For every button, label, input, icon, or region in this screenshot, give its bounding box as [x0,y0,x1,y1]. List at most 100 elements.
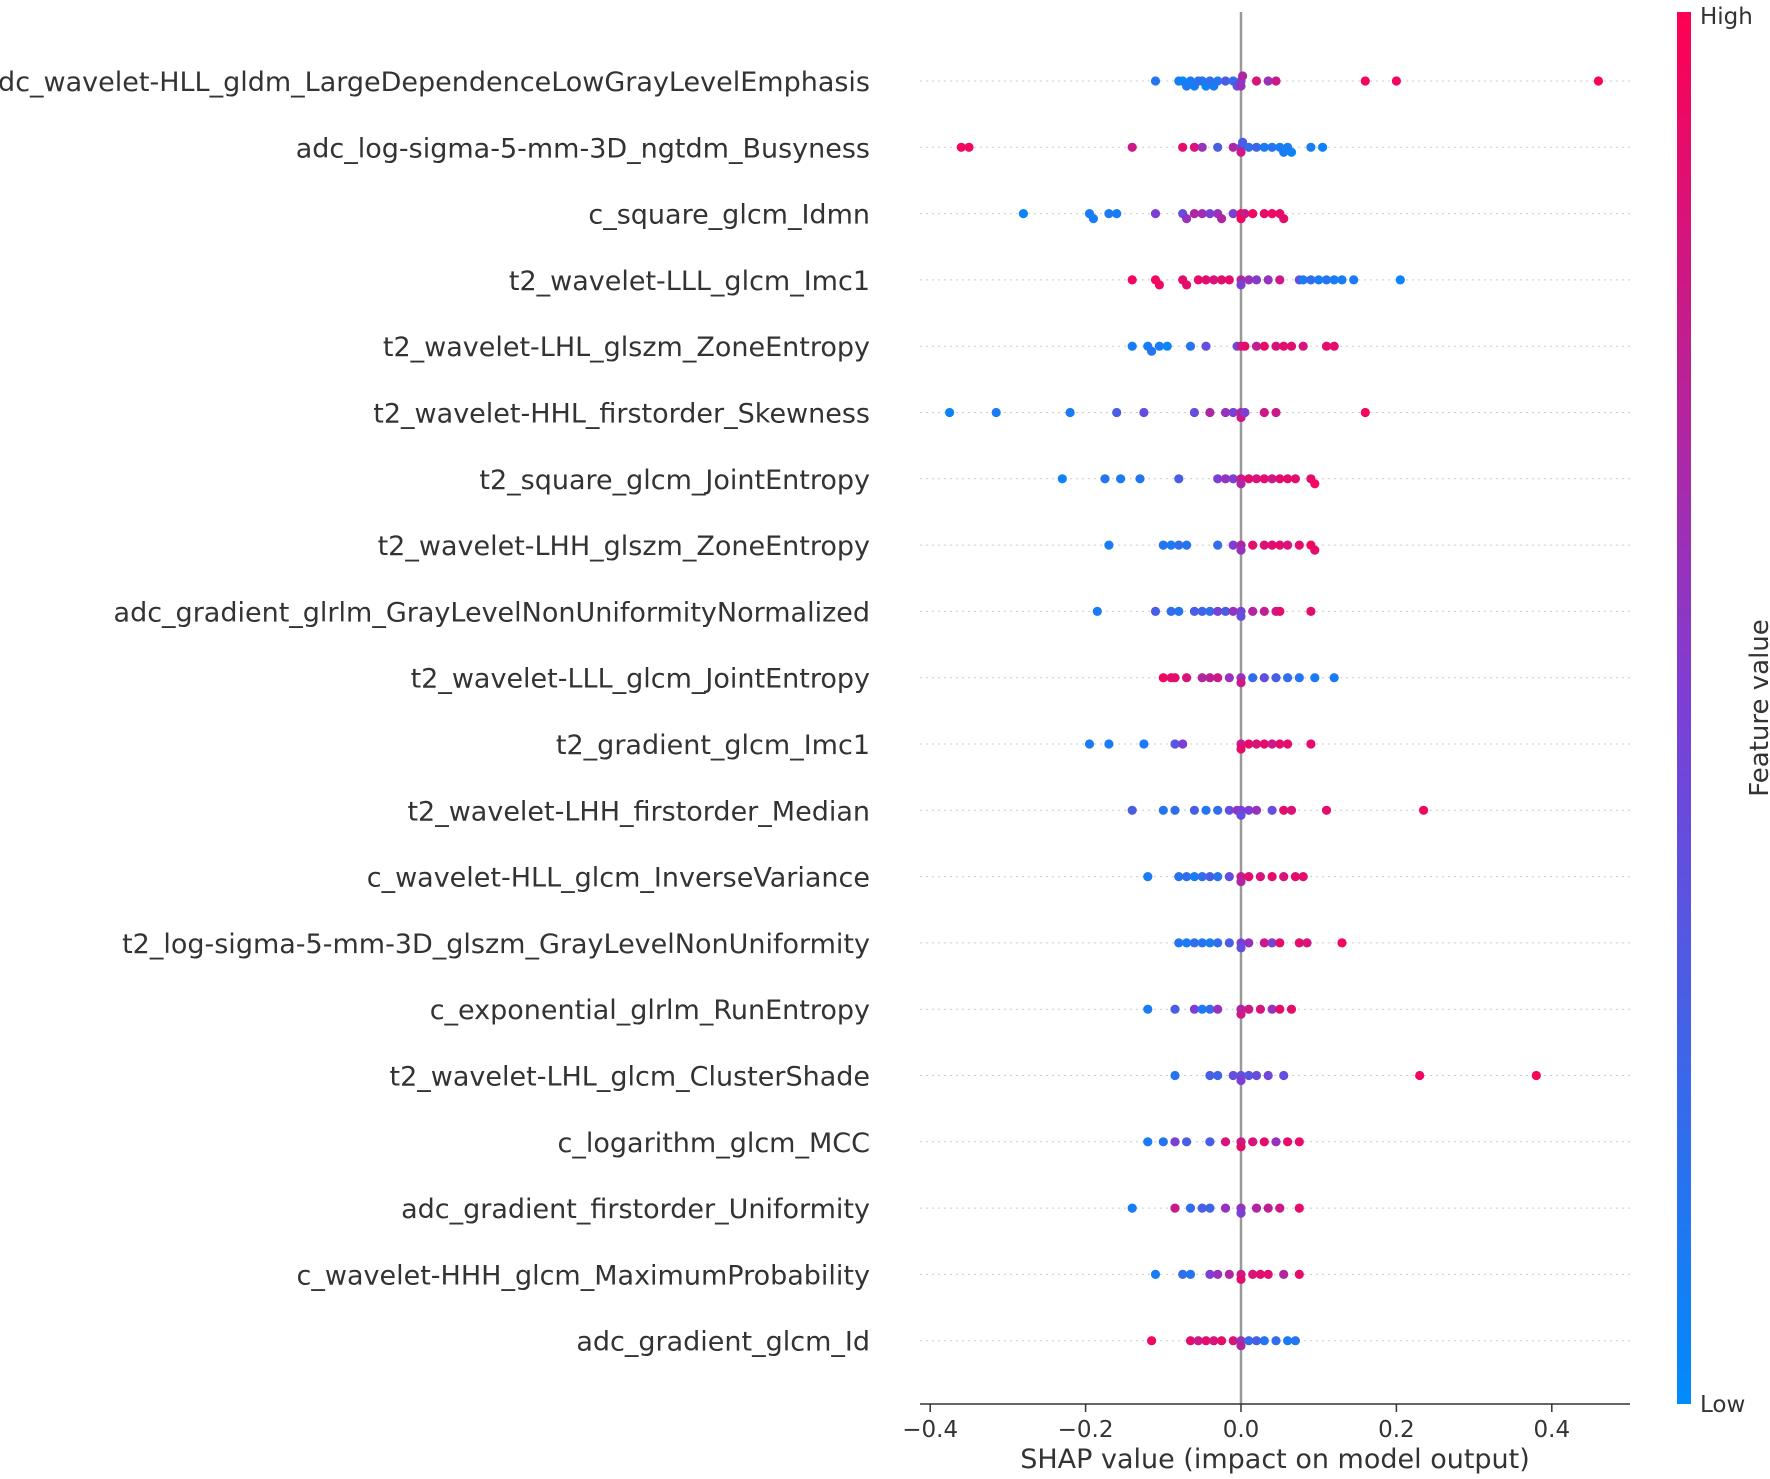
shap-dot [1279,1269,1289,1279]
shap-dot [1224,872,1234,882]
shap-dot [1321,805,1332,815]
shap-dot [1318,142,1328,152]
shap-dot [1279,872,1289,882]
shap-dot [1189,805,1199,815]
shap-dot [1178,142,1188,152]
shap-dot [1236,1142,1246,1152]
shap-dot [1251,805,1262,815]
shap-dot [1279,805,1289,815]
shap-dot [1263,1070,1273,1081]
shap-dot [1193,1336,1203,1346]
shap-dot [1197,1004,1207,1014]
shap-dot [1166,540,1176,550]
shap-dot [1201,1336,1211,1346]
feature-label: adc_log-sigma-5-mm-3D_ngtdm_Busyness [296,133,870,164]
shap-dot [1220,1203,1231,1213]
shap-dot [1213,938,1223,948]
shap-dot [1217,275,1227,285]
shap-dot [1259,474,1269,484]
shap-dot [1217,1336,1227,1346]
shap-dot [964,142,974,152]
shap-dot [1240,341,1250,351]
shap-dot [1220,407,1231,418]
shap-dot [1178,1269,1188,1279]
shap-dot [1275,739,1285,749]
shap-dot [1209,275,1219,285]
shap-dot [1170,805,1180,815]
shap-dot [1112,209,1122,219]
shap-dot [1321,275,1332,285]
shap-dot [1127,805,1137,815]
shap-dot [1197,872,1207,882]
shap-dot [1263,1203,1273,1213]
shap-dot [1158,540,1168,550]
shap-dot [1275,938,1285,948]
shap-dot [1267,938,1277,948]
shap-dot [1251,1203,1262,1213]
colorbar-high-label: High [1700,4,1753,30]
shap-dot [1217,214,1227,224]
shap-dot [1224,673,1234,683]
shap-dot [1127,275,1137,285]
feature-label: c_wavelet-HHH_glcm_MaximumProbability [297,1260,870,1291]
shap-dot [1248,606,1258,617]
shap-dot [1236,1274,1246,1284]
shap-dot [1205,606,1215,617]
shap-dot [1213,872,1223,882]
shap-dot [1263,76,1273,86]
shap-dot [1310,545,1320,555]
shap-dot [1238,137,1248,147]
row-guides [920,80,1630,1342]
feature-label: c_square_glcm_Idmn [588,200,870,231]
shap-dot [1201,341,1211,351]
shap-dot [1290,474,1300,484]
shap-dot [1236,877,1246,887]
shap-dot [1236,147,1246,157]
feature-label: adc_gradient_glrlm_GrayLevelNonUniformit… [114,597,870,628]
shap-dot [1298,341,1308,351]
feature-label: t2_wavelet-LLL_glcm_Imc1 [509,266,870,297]
shap-dot [1228,407,1238,418]
shap-dot [1283,540,1293,550]
shap-dot [1154,280,1164,290]
shap-dot [1267,1004,1277,1014]
shap-dot [1306,142,1316,152]
shap-dot [1236,678,1246,688]
shap-dot [1306,606,1316,617]
shap-dots [945,71,1603,1351]
shap-dot [1236,1341,1246,1351]
shap-dot [1213,1004,1223,1014]
shap-dot [1189,1004,1199,1014]
shap-dot [1182,673,1192,683]
feature-label: t2_gradient_glcm_Imc1 [556,730,870,761]
shap-dot [1310,479,1320,489]
shap-dot [1205,1203,1215,1213]
shap-dot [1244,1336,1254,1346]
shap-dot [1259,209,1269,219]
shap-dot [1240,407,1250,418]
shap-dot [1189,142,1199,152]
shap-dot [1251,1070,1262,1081]
shap-dot [1220,474,1231,484]
shap-dot [1224,805,1234,815]
shap-dot [1236,1208,1246,1218]
x-tick-label: −0.2 [1058,1417,1114,1443]
shap-dot [1294,1137,1304,1147]
shap-dot [1100,474,1110,484]
shap-dot [1286,805,1297,815]
x-axis-title: SHAP value (impact on model output) [1020,1444,1530,1475]
shap-dot [1275,474,1285,484]
shap-dot [1259,142,1269,152]
shap-dot [1170,1203,1180,1213]
shap-dot [1271,76,1281,86]
shap-dot [1294,938,1304,948]
shap-dot [1205,1269,1215,1279]
shap-dot [1127,142,1137,152]
shap-dot [1150,1269,1161,1279]
shap-dot [1158,805,1168,815]
shap-dot [1174,872,1184,882]
shap-dot [1248,1137,1258,1147]
shap-dot [1182,540,1192,550]
shap-dot [1263,1269,1273,1279]
shap-dot [1236,479,1246,489]
